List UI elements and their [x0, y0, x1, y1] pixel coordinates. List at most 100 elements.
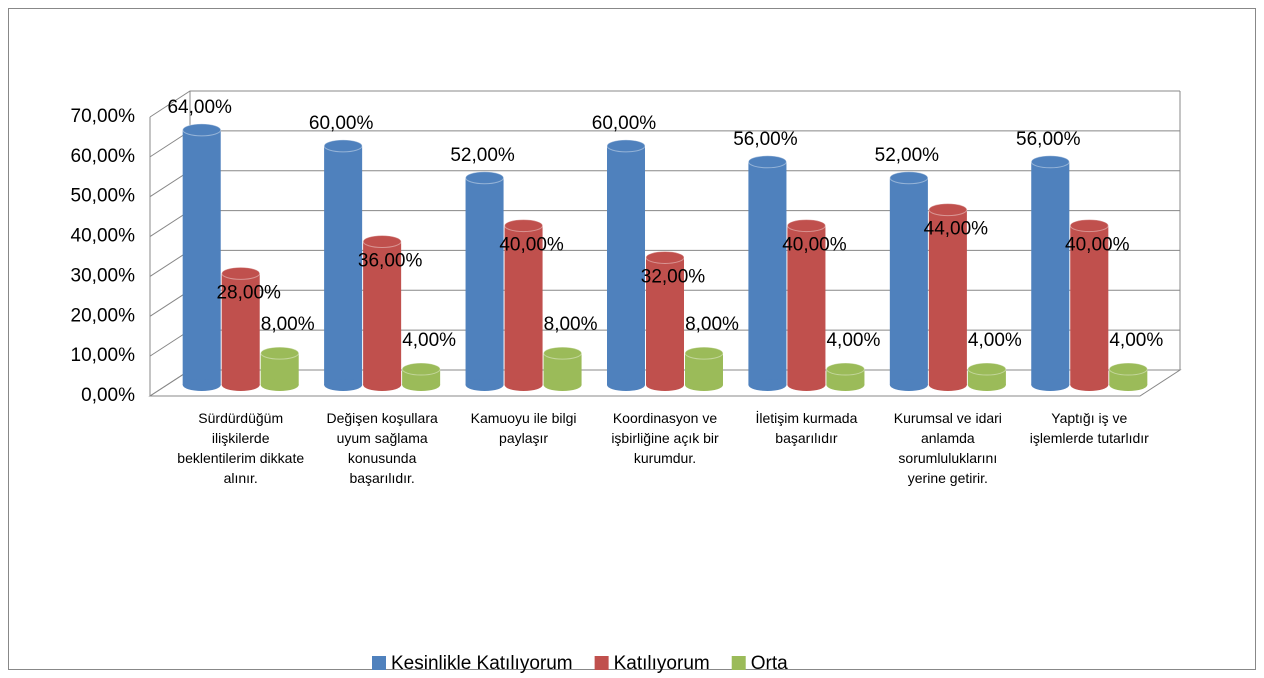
bar-shade [607, 145, 645, 385]
y-tick-label: 30,00% [71, 265, 136, 286]
bar [606, 139, 646, 391]
bar-bottom [787, 379, 826, 391]
bar-top [362, 235, 402, 249]
bar [543, 346, 583, 391]
value-label: 40,00% [499, 235, 564, 256]
bar-top [606, 139, 646, 153]
value-label: 40,00% [1065, 235, 1130, 256]
bar-top [684, 346, 724, 360]
bar [889, 171, 929, 391]
bar-bottom [1109, 379, 1148, 391]
y-tick-label: 20,00% [71, 305, 136, 326]
bar-bottom [260, 379, 299, 391]
bar [323, 139, 363, 391]
bar [401, 362, 441, 391]
legend-label: Kesinlikle Katılıyorum [391, 653, 573, 674]
bar-shade [928, 209, 967, 385]
x-tick-label: Kamuoyu ile bilgi paylaşır [470, 410, 577, 446]
bar-top [1069, 219, 1109, 233]
value-label: 28,00% [216, 282, 281, 303]
bar [967, 362, 1007, 391]
value-label: 60,00% [592, 113, 657, 134]
bar-shade [465, 177, 504, 385]
bar-top [323, 139, 363, 153]
value-label: 36,00% [358, 251, 423, 272]
bar [928, 203, 968, 391]
x-tick-label: Kurumsal ve idari anlamda sorumlulukları… [893, 410, 1002, 486]
value-label: 52,00% [875, 145, 940, 166]
grid-line [149, 170, 1180, 198]
legend-swatch [372, 656, 386, 670]
value-label: 8,00% [544, 314, 598, 335]
bar [1108, 362, 1148, 391]
bar [182, 123, 222, 391]
bar [825, 362, 865, 391]
value-label: 4,00% [826, 330, 880, 351]
bar-top [967, 362, 1007, 376]
bar-top [465, 171, 505, 185]
bar-bottom [748, 379, 787, 391]
bar [362, 235, 402, 391]
bar-shade [787, 225, 826, 385]
legend-label: Orta [751, 653, 788, 674]
bar-bottom [1070, 379, 1109, 391]
bar-shade [363, 241, 402, 385]
bar [1030, 155, 1070, 391]
bar-bottom [324, 379, 363, 391]
bar-bottom [504, 379, 543, 391]
bar-shade [646, 257, 684, 385]
bar [221, 266, 261, 391]
bar-top [221, 266, 261, 280]
value-label: 4,00% [1109, 330, 1163, 351]
bar-bottom [928, 379, 967, 391]
y-tick-label: 40,00% [71, 226, 136, 247]
value-label: 60,00% [309, 113, 374, 134]
value-label: 4,00% [402, 330, 456, 351]
bar-top [889, 171, 929, 185]
y-tick-label: 50,00% [71, 186, 136, 207]
y-tick-label: 0,00% [81, 385, 135, 406]
bar [747, 155, 787, 391]
value-label: 8,00% [685, 314, 739, 335]
bar-shade [221, 273, 260, 385]
bar-bottom [967, 379, 1006, 391]
bar-bottom [221, 379, 260, 391]
bar-top [401, 362, 441, 376]
bar-top [1030, 155, 1070, 169]
legend-label: Katılıyorum [614, 653, 710, 674]
bar-top [928, 203, 968, 217]
legend-swatch [731, 656, 746, 670]
x-tick-label: Değişen koşullara uyum sağlama konusunda… [326, 410, 438, 486]
bar-top [504, 219, 544, 233]
bar [786, 219, 826, 391]
value-label: 64,00% [167, 97, 232, 118]
bar [260, 346, 300, 391]
bar-bottom [685, 379, 723, 391]
bar [504, 219, 544, 391]
bar [684, 346, 724, 391]
bar-bottom [607, 379, 645, 391]
bar-bottom [889, 379, 928, 391]
bar-shade [324, 145, 363, 385]
bar-shade [1031, 161, 1070, 385]
x-tick-label: Yaptığı iş ve işlemlerde tutarlıdır [1029, 410, 1149, 446]
bar-top [825, 362, 865, 376]
bar-bottom [826, 379, 865, 391]
bar-top [543, 346, 583, 360]
bar-bottom [402, 379, 441, 391]
bar-bottom [1031, 379, 1070, 391]
grid-line [149, 90, 1180, 118]
value-label: 44,00% [924, 219, 989, 240]
y-tick-label: 60,00% [71, 146, 136, 167]
legend-swatch [594, 656, 609, 670]
bar-top [182, 123, 222, 137]
bar-bottom [543, 379, 582, 391]
bar-shade [182, 129, 221, 385]
bar-bottom [646, 379, 684, 391]
bar-bottom [465, 379, 504, 391]
value-label: 8,00% [261, 314, 315, 335]
value-label: 56,00% [1016, 129, 1081, 150]
bar-bottom [182, 379, 221, 391]
bar-top [786, 219, 826, 233]
